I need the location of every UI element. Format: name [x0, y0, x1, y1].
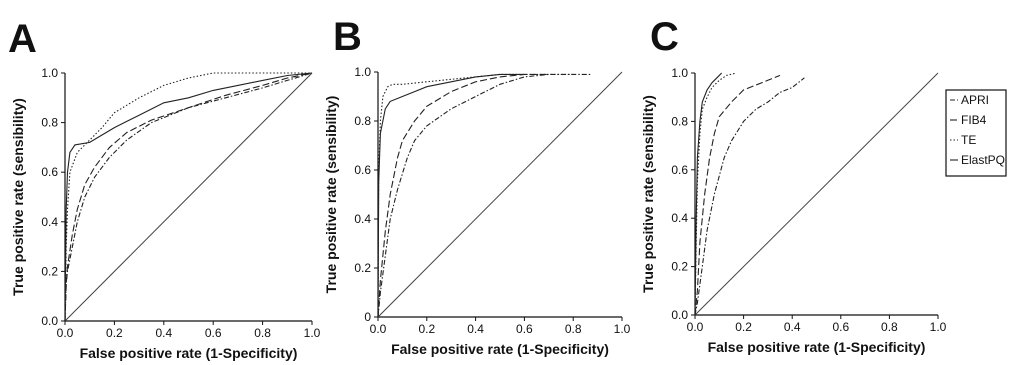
legend-label-apri: APRI	[961, 93, 989, 107]
legend-box	[945, 89, 1007, 177]
roc-curve-elastpq	[694, 72, 723, 316]
panel-letter: B	[333, 15, 362, 59]
roc-curve-apri	[377, 73, 591, 318]
y-axis-label: True positive rate (sensibility)	[10, 98, 26, 296]
x-tick-label: 0.0	[687, 320, 704, 334]
panel-letter: C	[650, 15, 679, 59]
legend-label-fib4: FIB4	[961, 113, 987, 127]
y-tick-label: 0.8	[41, 116, 58, 130]
y-tick-label: 0.8	[354, 114, 371, 128]
x-tick-label: 0.8	[881, 320, 898, 334]
roc-curve-te	[64, 72, 312, 322]
y-tick-label: 0.6	[41, 165, 58, 179]
reference-diagonal	[377, 71, 623, 318]
x-tick-label: 0.4	[784, 320, 801, 334]
roc-curve-te	[377, 73, 574, 318]
x-tick-label: 0.6	[516, 322, 533, 336]
x-tick-label: 0.8	[565, 322, 582, 336]
y-tick-label: 1.0	[671, 66, 688, 80]
y-tick-label: 0	[364, 310, 371, 324]
x-tick-label: 1.0	[614, 322, 631, 336]
x-tick-label: 1.0	[930, 320, 947, 334]
x-tick-label: 0.2	[418, 322, 435, 336]
y-tick-label: 0.2	[41, 264, 58, 278]
x-tick-label: 0.2	[735, 320, 752, 334]
y-tick-label: 0.4	[41, 215, 58, 229]
roc-curve-elastpq	[64, 72, 313, 322]
legend: APRI FIB4 TE ElastPQ	[945, 89, 1007, 177]
y-tick-label: 0.2	[354, 261, 371, 275]
y-tick-label: 0.0	[41, 314, 58, 328]
reference-diagonal	[694, 72, 939, 316]
y-tick-label: 1.0	[41, 66, 58, 80]
panel-a: A 0.0 0.2 0.4 0.6 0.8 1.0 0.0 0.2 0.4 0.6 0.8 1.0 Fal…	[8, 17, 321, 361]
x-tick-label: 0.4	[467, 322, 484, 336]
y-axis-label: True positive rate (sensibility)	[640, 95, 656, 293]
y-tick-label: 0.4	[354, 212, 371, 226]
x-tick-label: 0.8	[254, 326, 271, 340]
x-tick-label: 0.4	[155, 326, 172, 340]
x-tick-label: 0.6	[832, 320, 849, 334]
legend-label-te: TE	[961, 133, 976, 147]
y-tick-label: 0.6	[671, 163, 688, 177]
x-tick-label: 1.0	[304, 326, 321, 340]
x-tick-label: 0.2	[106, 326, 123, 340]
reference-diagonal	[64, 72, 313, 322]
y-axis-label: True positive rate (sensibility)	[323, 96, 339, 294]
panel-c: C 0.0 0.2 0.4 0.6 0.8 1.0 0.0 0.2 0.4 0.6 0.8 1.0 Fal…	[640, 15, 947, 355]
roc-curve-elastpq	[377, 73, 525, 318]
y-tick-label: 1.0	[354, 65, 371, 79]
roc-curve-fib4	[377, 73, 549, 318]
y-tick-label: 0.2	[671, 260, 688, 274]
x-axis-label: False positive rate (1-Specificity)	[391, 341, 609, 357]
legend-label-elastpq: ElastPQ	[961, 153, 1005, 167]
y-tick-label: 0.6	[354, 163, 371, 177]
y-tick-label: 0.4	[671, 211, 688, 225]
roc-curve-apri	[694, 77, 805, 316]
x-axis-label: False positive rate (1-Specificity)	[80, 345, 298, 361]
roc-curve-fib4	[694, 74, 781, 316]
panel-letter: A	[8, 17, 37, 61]
roc-curve-fib4	[64, 72, 313, 322]
y-tick-label: 0.8	[671, 114, 688, 128]
panel-b: B 0.0 0.2 0.4 0.6 0.8 1.0 0 0.2 0.4 0.6 0.8 1.0 False…	[323, 15, 631, 357]
y-tick-label: 0.0	[671, 308, 688, 322]
x-tick-label: 0.0	[370, 322, 387, 336]
x-axis-label: False positive rate (1-Specificity)	[708, 339, 926, 355]
x-tick-label: 0.0	[57, 326, 74, 340]
x-tick-label: 0.6	[205, 326, 222, 340]
